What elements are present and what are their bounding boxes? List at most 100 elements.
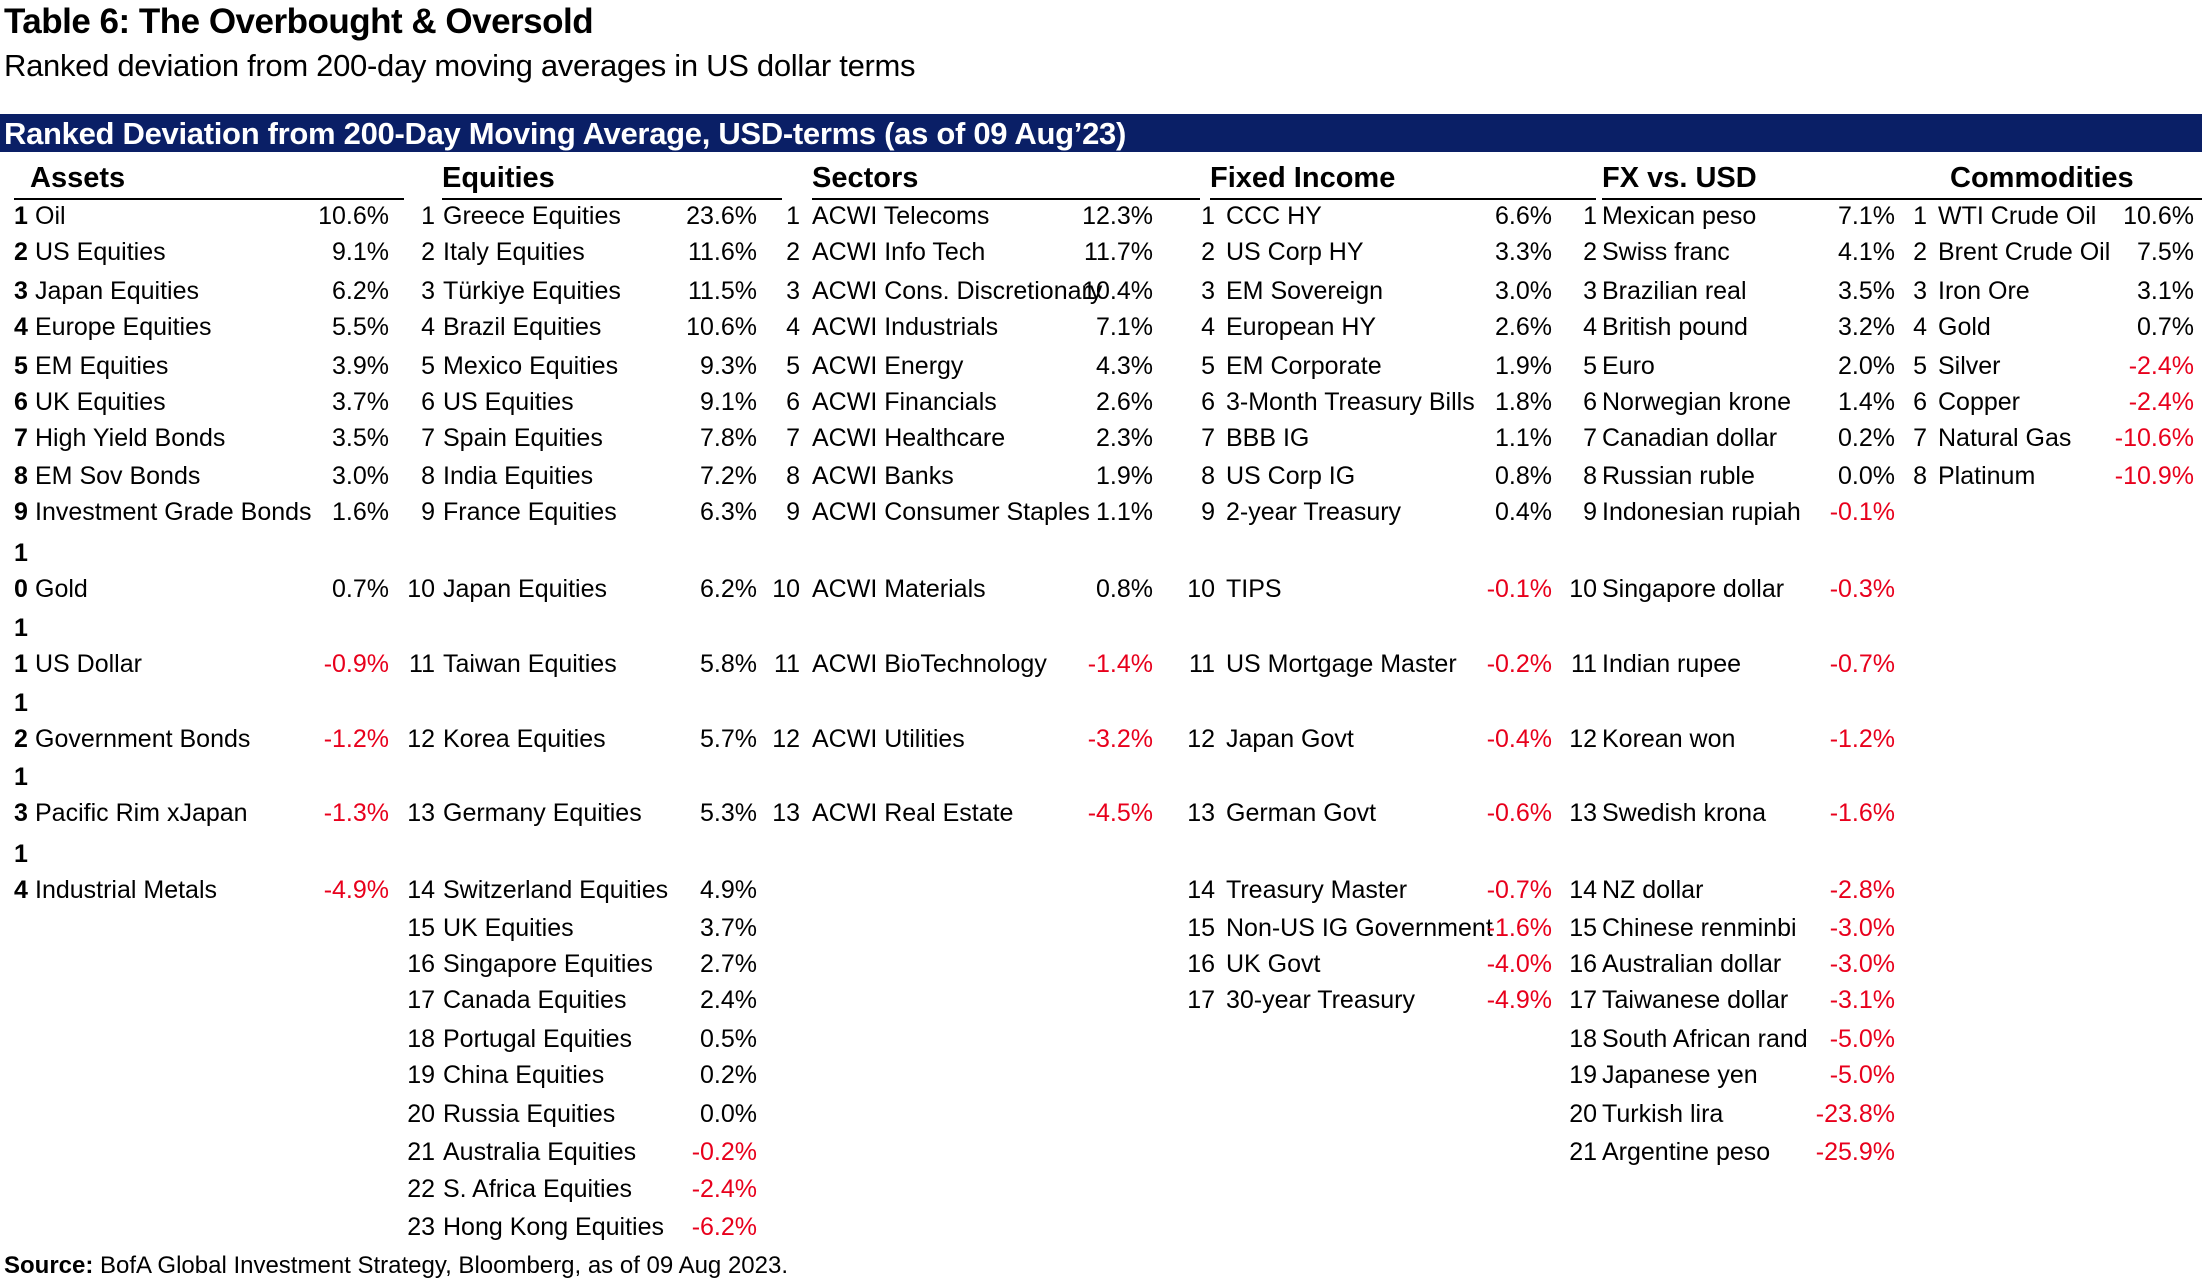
deviation-value: 5.8% xyxy=(700,650,757,678)
deviation-value: 1.1% xyxy=(1096,498,1153,526)
deviation-value: 0.2% xyxy=(1838,424,1895,452)
deviation-value: 9.1% xyxy=(700,388,757,416)
table-row: 11 ACWI BioTechnology -1.4% xyxy=(772,646,1163,682)
item-name: German Govt xyxy=(1226,799,1377,827)
column-header: Sectors xyxy=(812,158,1200,200)
item-name: Russia Equities xyxy=(443,1100,616,1128)
deviation-value: 0.7% xyxy=(2137,313,2194,341)
table-row: 20 Russia Equities 0.0% xyxy=(400,1096,767,1132)
table-row: 18 Portugal Equities 0.5% xyxy=(400,1021,767,1057)
deviation-value: 10.6% xyxy=(318,202,389,230)
group-assets: Assets 1 Oil 10.6% 2 US Equities 9.1% 3 Japan Eq… xyxy=(14,158,404,1238)
table-row: 9 2-year Treasury 0.4% xyxy=(1180,494,1562,530)
table-row: 13 ACWI Real Estate -4.5% xyxy=(772,795,1163,831)
deviation-value: -0.7% xyxy=(1486,876,1552,904)
page-subtitle: Ranked deviation from 200-day moving ave… xyxy=(4,48,916,83)
table-row: 8 ACWI Banks 1.9% xyxy=(772,458,1163,494)
deviation-value: -5.0% xyxy=(1829,1025,1895,1053)
deviation-value: -2.8% xyxy=(1829,876,1895,904)
table-row: 22 S. Africa Equities -2.4% xyxy=(400,1171,767,1207)
item-name: ACWI Utilities xyxy=(812,725,965,753)
rank-number: 9 xyxy=(1201,498,1215,526)
deviation-value: 10.6% xyxy=(2123,202,2194,230)
rank-number: 17 xyxy=(407,986,435,1014)
deviation-value: 3.0% xyxy=(332,462,389,490)
rank-number: 1 xyxy=(14,202,28,230)
item-name: EM Sovereign xyxy=(1226,277,1384,305)
rank-number: 5 xyxy=(1913,352,1927,380)
table-row: 6 UK Equities 3.7% xyxy=(14,384,399,420)
table-row: 21 Argentine peso -25.9% xyxy=(1562,1134,1905,1170)
deviation-value: 2.6% xyxy=(1096,388,1153,416)
item-name: Canada Equities xyxy=(443,986,627,1014)
deviation-value: 5.3% xyxy=(700,799,757,827)
rank-number: 1 xyxy=(1583,202,1597,230)
deviation-value: -2.4% xyxy=(2128,388,2194,416)
deviation-value: 3.1% xyxy=(2137,277,2194,305)
item-name: Gold xyxy=(1938,313,1991,341)
item-name: Italy Equities xyxy=(443,238,585,266)
item-name: European HY xyxy=(1226,313,1377,341)
column-header: Commodities xyxy=(1950,158,2202,200)
deviation-value: 10.4% xyxy=(1082,277,1153,305)
table-row: 8 US Corp IG 0.8% xyxy=(1180,458,1562,494)
deviation-value: 12.3% xyxy=(1082,202,1153,230)
item-name: Euro xyxy=(1602,352,1655,380)
deviation-value: 7.1% xyxy=(1096,313,1153,341)
item-name: US Equities xyxy=(443,388,574,416)
deviation-value: 3.2% xyxy=(1838,313,1895,341)
deviation-value: 6.2% xyxy=(332,277,389,305)
deviation-value: 2.4% xyxy=(700,986,757,1014)
rank-number: 7 xyxy=(786,424,800,452)
deviation-value: -25.9% xyxy=(1815,1138,1895,1166)
item-name: Türkiye Equities xyxy=(443,277,621,305)
item-name: Mexico Equities xyxy=(443,352,619,380)
deviation-value: 3.0% xyxy=(1495,277,1552,305)
item-name: Government Bonds xyxy=(35,725,251,753)
item-name: Norwegian krone xyxy=(1602,388,1791,416)
table-row: 1 Oil 10.6% xyxy=(14,198,399,234)
table-row: 10 Singapore dollar -0.3% xyxy=(1562,571,1905,607)
rank-number: 4 xyxy=(14,313,28,341)
table-banner: Ranked Deviation from 200-Day Moving Ave… xyxy=(0,114,2202,152)
rank-number: 1 4 xyxy=(14,840,28,904)
deviation-value: -2.4% xyxy=(2128,352,2194,380)
deviation-value: 4.9% xyxy=(700,876,757,904)
table-row: 7 BBB IG 1.1% xyxy=(1180,420,1562,456)
rank-number: 3 xyxy=(1913,277,1927,305)
item-name: Singapore Equities xyxy=(443,950,653,978)
rank-number: 7 xyxy=(1583,424,1597,452)
rank-number: 21 xyxy=(407,1138,435,1166)
rank-number: 9 xyxy=(14,498,28,526)
item-name: Germany Equities xyxy=(443,799,642,827)
table-row: 3 Brazilian real 3.5% xyxy=(1562,273,1905,309)
deviation-value: -0.2% xyxy=(691,1138,757,1166)
table-row: 5 Mexico Equities 9.3% xyxy=(400,348,767,384)
item-name: Gold xyxy=(35,575,88,603)
table-row: 5 Silver -2.4% xyxy=(1910,348,2202,384)
table-row: 21 Australia Equities -0.2% xyxy=(400,1134,767,1170)
table-row: 6 3-Month Treasury Bills 1.8% xyxy=(1180,384,1562,420)
rank-number: 11 xyxy=(409,650,435,678)
table-row: 19 China Equities 0.2% xyxy=(400,1057,767,1093)
table-row: 2 ACWI Info Tech 11.7% xyxy=(772,234,1163,270)
item-name: 3-Month Treasury Bills xyxy=(1226,388,1475,416)
table-row: 7 Spain Equities 7.8% xyxy=(400,420,767,456)
rank-number: 19 xyxy=(407,1061,435,1089)
rank-number: 12 xyxy=(772,725,800,753)
column-header: Fixed Income xyxy=(1210,158,1596,200)
deviation-value: -1.4% xyxy=(1087,650,1153,678)
group-commodities: Commodities 1 WTI Crude Oil 10.6% 2 Brent Cru… xyxy=(1910,158,2202,1238)
item-name: Indonesian rupiah xyxy=(1602,498,1801,526)
item-name: US Corp IG xyxy=(1226,462,1356,490)
table-row: 23 Hong Kong Equities -6.2% xyxy=(400,1209,767,1245)
table-row: 10 ACWI Materials 0.8% xyxy=(772,571,1163,607)
deviation-value: -3.2% xyxy=(1087,725,1153,753)
rank-number: 13 xyxy=(1569,799,1597,827)
table-row: 8 EM Sov Bonds 3.0% xyxy=(14,458,399,494)
rank-number: 7 xyxy=(421,424,435,452)
rank-number: 10 xyxy=(407,575,435,603)
deviation-value: 0.8% xyxy=(1495,462,1552,490)
rank-number: 8 xyxy=(1583,462,1597,490)
table-row: 13 German Govt -0.6% xyxy=(1180,795,1562,831)
